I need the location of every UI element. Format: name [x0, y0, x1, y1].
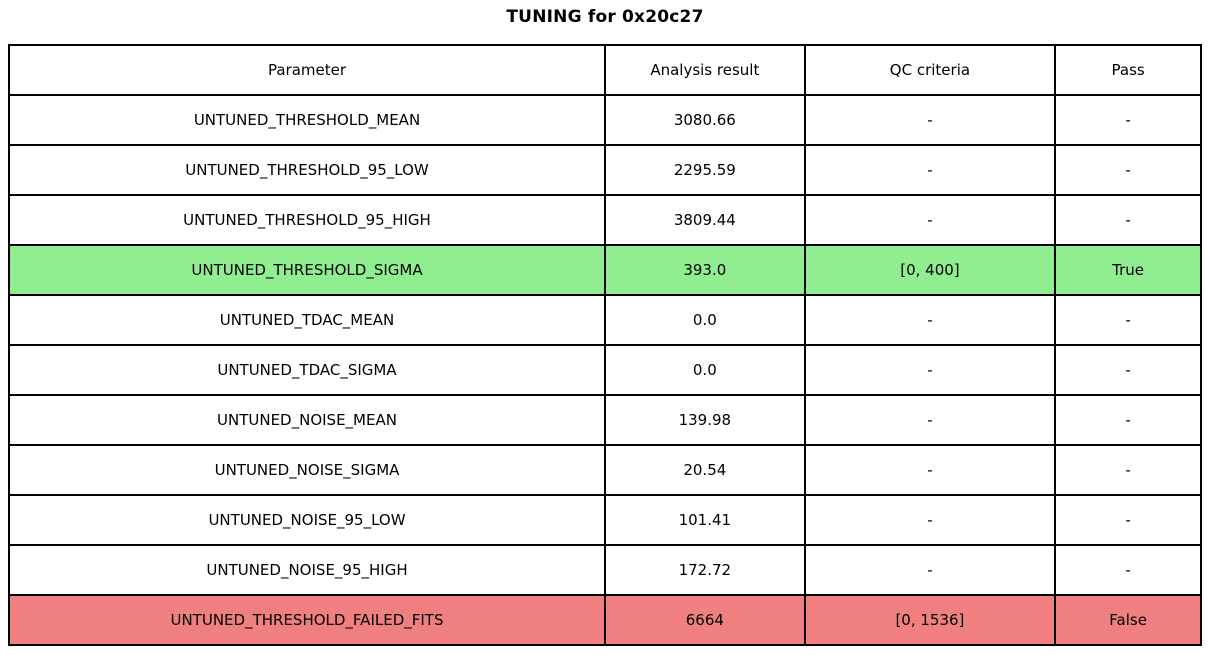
- table-row: UNTUNED_THRESHOLD_SIGMA 393.0 [0, 400] True: [8, 244, 1202, 296]
- analysis-result-cell: 2295.59: [604, 144, 806, 196]
- analysis-result-cell: 393.0: [604, 244, 806, 296]
- column-header-pass: Pass: [1054, 44, 1202, 96]
- table-row: UNTUNED_THRESHOLD_95_LOW 2295.59- -: [8, 144, 1202, 196]
- parameter-cell: UNTUNED_NOISE_SIGMA: [8, 444, 606, 496]
- qc-criteria-cell: -: [803, 144, 1057, 196]
- pass-cell: -: [1054, 94, 1202, 146]
- qc-criteria-cell: -: [803, 494, 1057, 546]
- pass-cell: -: [1054, 544, 1202, 596]
- pass-cell: False: [1054, 594, 1202, 646]
- table-row: UNTUNED_THRESHOLD_95_HIGH 3809.44- -: [8, 194, 1202, 246]
- parameter-cell: UNTUNED_NOISE_MEAN: [8, 394, 606, 446]
- table-row: UNTUNED_NOISE_SIGMA 20.54- -: [8, 444, 1202, 496]
- parameter-cell: UNTUNED_TDAC_MEAN: [8, 294, 606, 346]
- pass-cell: -: [1054, 144, 1202, 196]
- analysis-result-cell: 139.98: [604, 394, 806, 446]
- pass-cell: -: [1054, 444, 1202, 496]
- table-row: UNTUNED_TDAC_SIGMA 0.0- -: [8, 344, 1202, 396]
- column-header-qc-criteria: QC criteria: [803, 44, 1057, 96]
- table-row: UNTUNED_NOISE_95_LOW 101.41- -: [8, 494, 1202, 546]
- qc-criteria-cell: -: [803, 94, 1057, 146]
- pass-cell: -: [1054, 394, 1202, 446]
- analysis-result-cell: 20.54: [604, 444, 806, 496]
- column-header-analysis-result: Analysis result: [604, 44, 806, 96]
- analysis-result-cell: 3809.44: [604, 194, 806, 246]
- chart-title: TUNING for 0x20c27: [506, 7, 704, 27]
- parameter-cell: UNTUNED_THRESHOLD_SIGMA: [8, 244, 606, 296]
- column-header-parameter: Parameter: [8, 44, 606, 96]
- parameter-cell: UNTUNED_THRESHOLD_95_LOW: [8, 144, 606, 196]
- parameter-cell: UNTUNED_THRESHOLD_FAILED_FITS: [8, 594, 606, 646]
- parameter-cell: UNTUNED_TDAC_SIGMA: [8, 344, 606, 396]
- analysis-result-cell: 6664: [604, 594, 806, 646]
- table-header-row: Parameter Analysis result QC criteria Pass: [8, 44, 1202, 96]
- table-row: UNTUNED_NOISE_95_HIGH 172.72- -: [8, 544, 1202, 596]
- parameter-cell: UNTUNED_NOISE_95_HIGH: [8, 544, 606, 596]
- qc-criteria-cell: -: [803, 444, 1057, 496]
- table-row: UNTUNED_THRESHOLD_MEAN 3080.66- -: [8, 94, 1202, 146]
- analysis-result-cell: 0.0: [604, 294, 806, 346]
- qc-criteria-cell: [0, 1536]: [803, 594, 1057, 646]
- pass-cell: True: [1054, 244, 1202, 296]
- qc-criteria-cell: -: [803, 194, 1057, 246]
- qc-criteria-cell: [0, 400]: [803, 244, 1057, 296]
- pass-cell: -: [1054, 494, 1202, 546]
- parameter-cell: UNTUNED_THRESHOLD_MEAN: [8, 94, 606, 146]
- pass-cell: -: [1054, 344, 1202, 396]
- qc-criteria-cell: -: [803, 344, 1057, 396]
- table-row: UNTUNED_NOISE_MEAN 139.98- -: [8, 394, 1202, 446]
- table-row: UNTUNED_THRESHOLD_FAILED_FITS 6664 [0, 153…: [8, 594, 1202, 646]
- table-row: UNTUNED_TDAC_MEAN 0.0- -: [8, 294, 1202, 346]
- analysis-result-cell: 101.41: [604, 494, 806, 546]
- qc-results-table: Parameter Analysis result QC criteria Pass …: [8, 44, 1202, 646]
- qc-criteria-cell: -: [803, 294, 1057, 346]
- parameter-cell: UNTUNED_THRESHOLD_95_HIGH: [8, 194, 606, 246]
- analysis-result-cell: 172.72: [604, 544, 806, 596]
- analysis-result-cell: 3080.66: [604, 94, 806, 146]
- qc-criteria-cell: -: [803, 544, 1057, 596]
- analysis-result-cell: 0.0: [604, 344, 806, 396]
- parameter-cell: UNTUNED_NOISE_95_LOW: [8, 494, 606, 546]
- pass-cell: -: [1054, 194, 1202, 246]
- qc-criteria-cell: -: [803, 394, 1057, 446]
- pass-cell: -: [1054, 294, 1202, 346]
